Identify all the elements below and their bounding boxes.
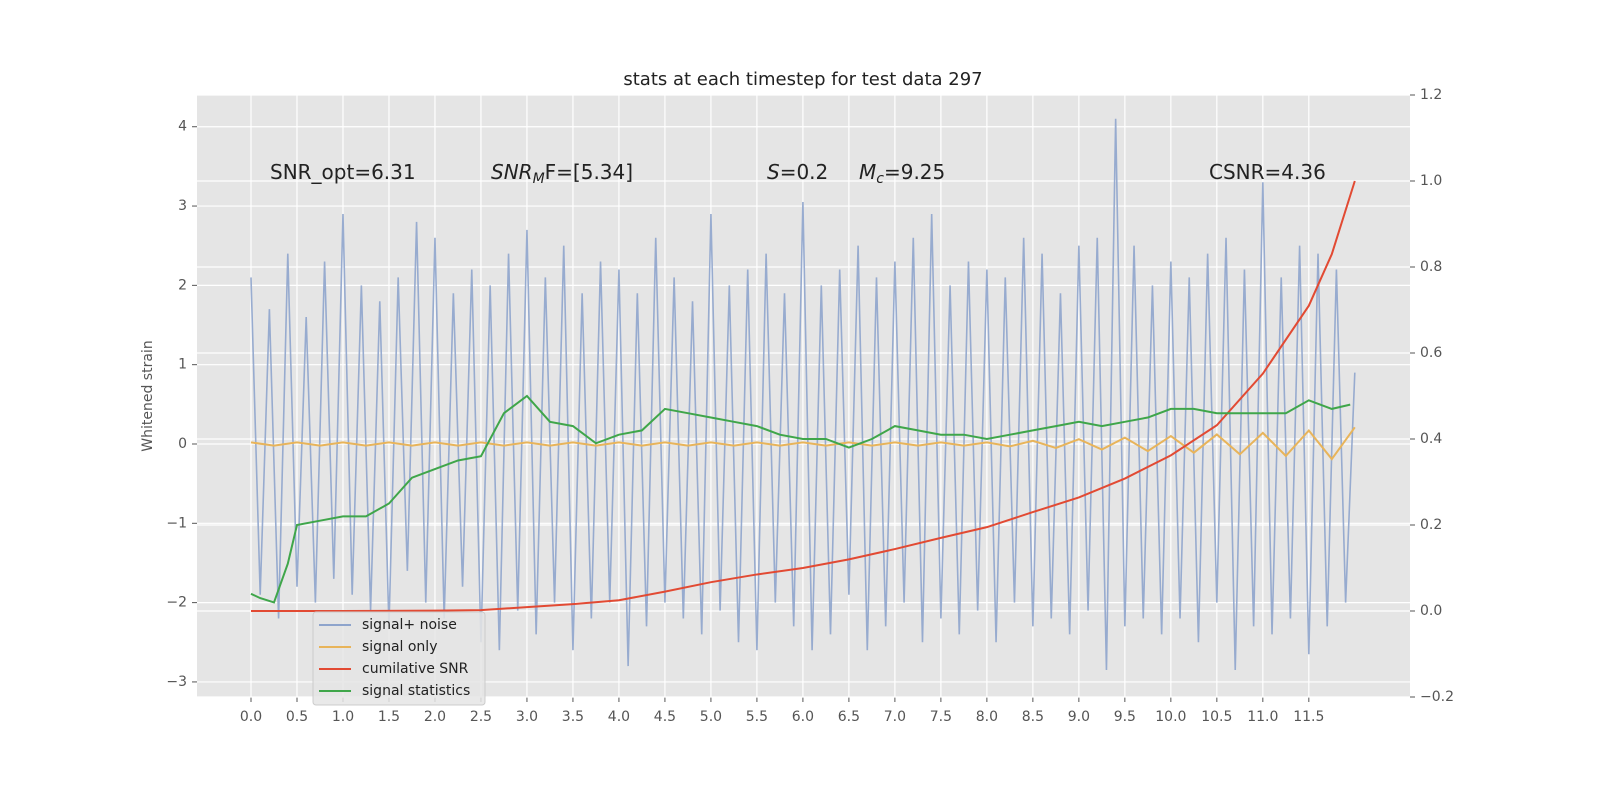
- y-tick-label: −1: [166, 515, 187, 531]
- annotation-text: M: [859, 160, 876, 184]
- chart-title: stats at each timestep for test data 297: [623, 69, 982, 90]
- y-tick-label: 1: [178, 357, 187, 373]
- y2-tick-label: 0.0: [1420, 603, 1442, 619]
- x-tick-label: 1.5: [378, 709, 400, 725]
- y-tick-label: 4: [178, 119, 187, 135]
- y2-tick-label: 1.2: [1420, 87, 1442, 103]
- annotation-rest: =9.25: [884, 160, 945, 184]
- annotation-text: SNR_opt=6.31: [270, 160, 416, 184]
- x-tick-label: 4.0: [608, 709, 630, 725]
- x-tick-label: 7.5: [930, 709, 952, 725]
- x-tick-label: 2.5: [470, 709, 492, 725]
- x-tick-label: 3.0: [516, 709, 538, 725]
- annotation-sub: c: [876, 171, 884, 187]
- y-tick-label: −2: [166, 595, 187, 611]
- x-tick-label: 5.5: [746, 709, 768, 725]
- series-line: [250, 118, 1356, 671]
- annotation-sub: M: [533, 171, 545, 187]
- series-line: [250, 426, 1356, 461]
- x-tick-label: 0.5: [286, 709, 308, 725]
- x-tick-label: 10.5: [1201, 709, 1232, 725]
- y-tick-label: 0: [178, 436, 187, 452]
- y2-tick-label: 0.2: [1420, 517, 1442, 533]
- y2-tick-label: −0.2: [1420, 689, 1454, 705]
- x-tick-label: 9.0: [1068, 709, 1090, 725]
- annotation: S=0.2: [767, 160, 828, 184]
- y-tick-label: 2: [178, 277, 187, 293]
- series-line: [250, 394, 1351, 604]
- x-tick-label: 0.0: [240, 709, 262, 725]
- x-tick-label: 5.0: [700, 709, 722, 725]
- x-tick-label: 6.0: [792, 709, 814, 725]
- y2-tick-label: 0.4: [1420, 431, 1442, 447]
- series-line: [250, 180, 1356, 612]
- x-tick-label: 8.0: [976, 709, 998, 725]
- annotation: CSNR=4.36: [1209, 160, 1326, 184]
- y2-tick-label: 1.0: [1420, 173, 1442, 189]
- x-tick-label: 11.5: [1293, 709, 1324, 725]
- legend-box: [312, 611, 486, 706]
- y-tick-label: −3: [166, 674, 187, 690]
- annotation-text: SNR: [491, 160, 533, 184]
- x-tick-label: 11.0: [1247, 709, 1278, 725]
- annotation-text: S: [767, 160, 780, 184]
- annotation-rest: =0.2: [780, 160, 829, 184]
- x-tick-label: 3.5: [562, 709, 584, 725]
- x-tick-label: 10.0: [1155, 709, 1186, 725]
- x-tick-label: 7.0: [884, 709, 906, 725]
- legend-label: cumilative SNR: [362, 661, 469, 677]
- y-tick-label: 3: [178, 198, 187, 214]
- x-tick-label: 1.0: [332, 709, 354, 725]
- y-axis-label: Whitened strain: [140, 340, 156, 451]
- annotation-rest: F=[5.34]: [545, 160, 633, 184]
- y2-tick-label: 0.6: [1420, 345, 1442, 361]
- annotation: SNR_opt=6.31: [270, 160, 416, 184]
- legend-label: signal+ noise: [362, 617, 457, 633]
- x-tick-label: 2.0: [424, 709, 446, 725]
- annotation-text: CSNR=4.36: [1209, 160, 1326, 184]
- x-tick-label: 9.5: [1114, 709, 1136, 725]
- annotation: Mc=9.25: [859, 160, 945, 188]
- x-tick-label: 8.5: [1022, 709, 1044, 725]
- x-tick-label: 6.5: [838, 709, 860, 725]
- annotation: SNRMF=[5.34]: [491, 160, 633, 188]
- legend-label: signal only: [362, 639, 437, 655]
- y2-tick-label: 0.8: [1420, 259, 1442, 275]
- x-tick-label: 4.5: [654, 709, 676, 725]
- legend-label: signal statistics: [362, 683, 470, 699]
